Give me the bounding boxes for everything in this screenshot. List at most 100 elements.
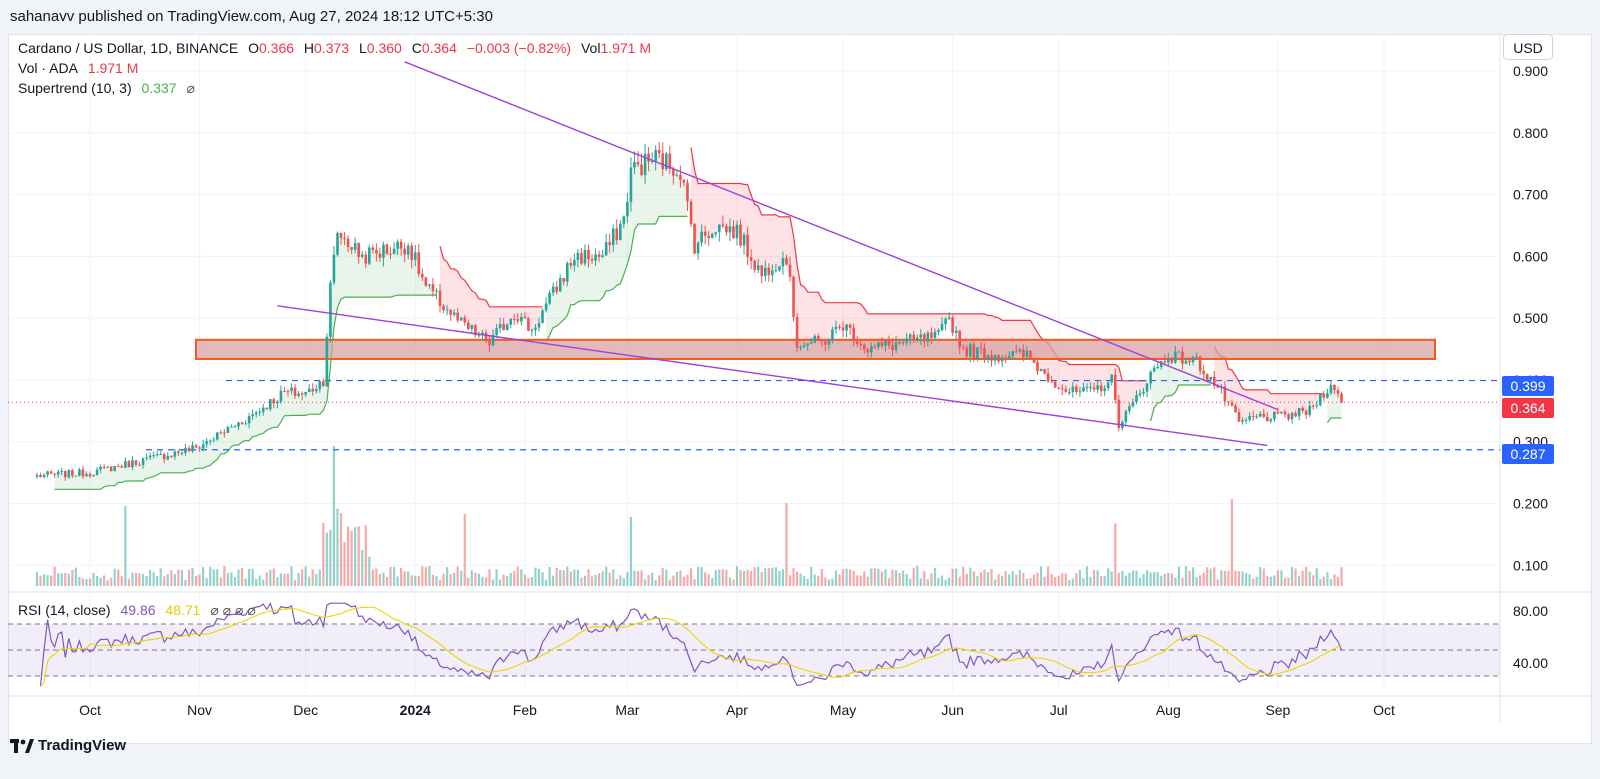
candle-body bbox=[1014, 351, 1018, 353]
volume-bar bbox=[1174, 577, 1177, 586]
volume-bar bbox=[527, 578, 530, 586]
candle-body bbox=[1025, 350, 1029, 358]
volume-bar bbox=[742, 571, 746, 586]
candle-body bbox=[162, 454, 166, 460]
candle-body bbox=[930, 332, 933, 338]
candle-body bbox=[449, 309, 452, 315]
candle-body bbox=[109, 466, 113, 472]
supertrend-label[interactable]: Supertrend (10, 3) bbox=[18, 80, 132, 96]
volume-bar bbox=[1223, 570, 1226, 586]
volume-bar bbox=[272, 568, 275, 586]
candle-body bbox=[1159, 361, 1163, 368]
volume-bar bbox=[739, 570, 742, 586]
candle-body bbox=[1290, 412, 1294, 420]
rsi-tick-label: 40.00 bbox=[1513, 655, 1548, 671]
volume-bar bbox=[1298, 576, 1301, 586]
candle-body bbox=[141, 458, 145, 466]
volume-bar bbox=[1078, 569, 1082, 586]
visibility-off-icon[interactable]: ⌀ ⌀ ⌀ ⌀ bbox=[210, 602, 256, 618]
volume-bar bbox=[1170, 573, 1173, 586]
candle-body bbox=[820, 339, 824, 342]
candle-body bbox=[746, 234, 749, 258]
volume-bar bbox=[156, 575, 159, 586]
volume-bar bbox=[1149, 572, 1152, 586]
volume-bar bbox=[166, 574, 169, 586]
candle-body bbox=[710, 234, 714, 238]
volume-bar bbox=[686, 574, 689, 586]
volume-bar bbox=[735, 566, 739, 586]
volume-bar bbox=[1248, 574, 1251, 586]
volume-bar bbox=[866, 576, 869, 586]
volume-bar bbox=[163, 576, 166, 586]
volume-bar bbox=[301, 569, 304, 586]
volume-bar bbox=[152, 572, 155, 586]
candle-body bbox=[728, 226, 732, 233]
candle-body bbox=[1163, 361, 1167, 363]
candle-body bbox=[693, 223, 696, 254]
currency-button[interactable]: USD bbox=[1503, 34, 1553, 60]
volume-bar bbox=[926, 579, 929, 586]
volume-bar bbox=[894, 570, 898, 586]
volume-bar bbox=[636, 571, 640, 586]
volume-bar bbox=[357, 526, 360, 586]
candle-body bbox=[74, 475, 78, 477]
volume-bar bbox=[297, 572, 300, 586]
candle-body bbox=[233, 426, 237, 428]
volume-bar bbox=[559, 569, 562, 586]
volume-bar bbox=[544, 579, 548, 586]
rsi-line bbox=[39, 602, 1343, 687]
visibility-off-icon[interactable]: ⌀ bbox=[186, 80, 195, 96]
candle-body bbox=[576, 252, 580, 260]
volume-bar bbox=[1290, 567, 1294, 586]
volume-bar bbox=[537, 568, 541, 586]
candle-body bbox=[459, 317, 463, 321]
volume-bar bbox=[841, 569, 845, 586]
volume-bar bbox=[1199, 575, 1202, 586]
volume-bar bbox=[718, 569, 721, 586]
volume-bar bbox=[460, 570, 463, 586]
volume-bar bbox=[810, 566, 813, 586]
volume-bar bbox=[1167, 572, 1170, 586]
volume-bar bbox=[714, 570, 717, 586]
candle-body bbox=[1241, 420, 1244, 422]
volume-bar bbox=[1008, 574, 1011, 586]
volume-indicator-label[interactable]: Vol · ADA bbox=[18, 60, 78, 76]
candle-body bbox=[855, 341, 859, 345]
candle-body bbox=[1106, 382, 1110, 389]
candle-body bbox=[272, 399, 276, 404]
volume-bar bbox=[1036, 572, 1039, 586]
volume-bar bbox=[375, 568, 378, 586]
volume-bar bbox=[1160, 575, 1163, 586]
candle-body bbox=[686, 182, 689, 202]
volume-bar bbox=[431, 574, 435, 586]
candle-body bbox=[862, 344, 866, 350]
candle-body bbox=[799, 346, 802, 348]
volume-bar bbox=[1280, 570, 1283, 586]
candle-body bbox=[958, 330, 962, 348]
rsi-label[interactable]: RSI (14, close) bbox=[18, 602, 111, 618]
candle-body bbox=[732, 226, 735, 239]
candle-body bbox=[219, 432, 223, 434]
candle-body bbox=[95, 469, 99, 476]
candle-body bbox=[502, 324, 505, 331]
candle-body bbox=[131, 460, 134, 468]
candle-body bbox=[555, 286, 558, 292]
candle-body bbox=[544, 303, 548, 311]
volume-bar bbox=[870, 568, 873, 586]
volume-bar bbox=[308, 576, 311, 586]
x-tick-label: Oct bbox=[79, 702, 101, 718]
volume-bar bbox=[442, 573, 445, 586]
candle-body bbox=[859, 344, 863, 346]
volume-bar bbox=[67, 573, 70, 586]
chart-panel[interactable] bbox=[8, 34, 1592, 744]
symbol-title[interactable]: Cardano / US Dollar, 1D, BINANCE bbox=[18, 40, 239, 56]
candle-body bbox=[39, 474, 42, 478]
y-tick-label: 0.800 bbox=[1513, 125, 1548, 141]
candle-body bbox=[1075, 386, 1078, 392]
open-label: O bbox=[248, 40, 259, 56]
candle-body bbox=[636, 162, 640, 165]
volume-bar bbox=[46, 575, 49, 586]
candle-body bbox=[1078, 391, 1082, 393]
candle-body bbox=[138, 464, 141, 466]
